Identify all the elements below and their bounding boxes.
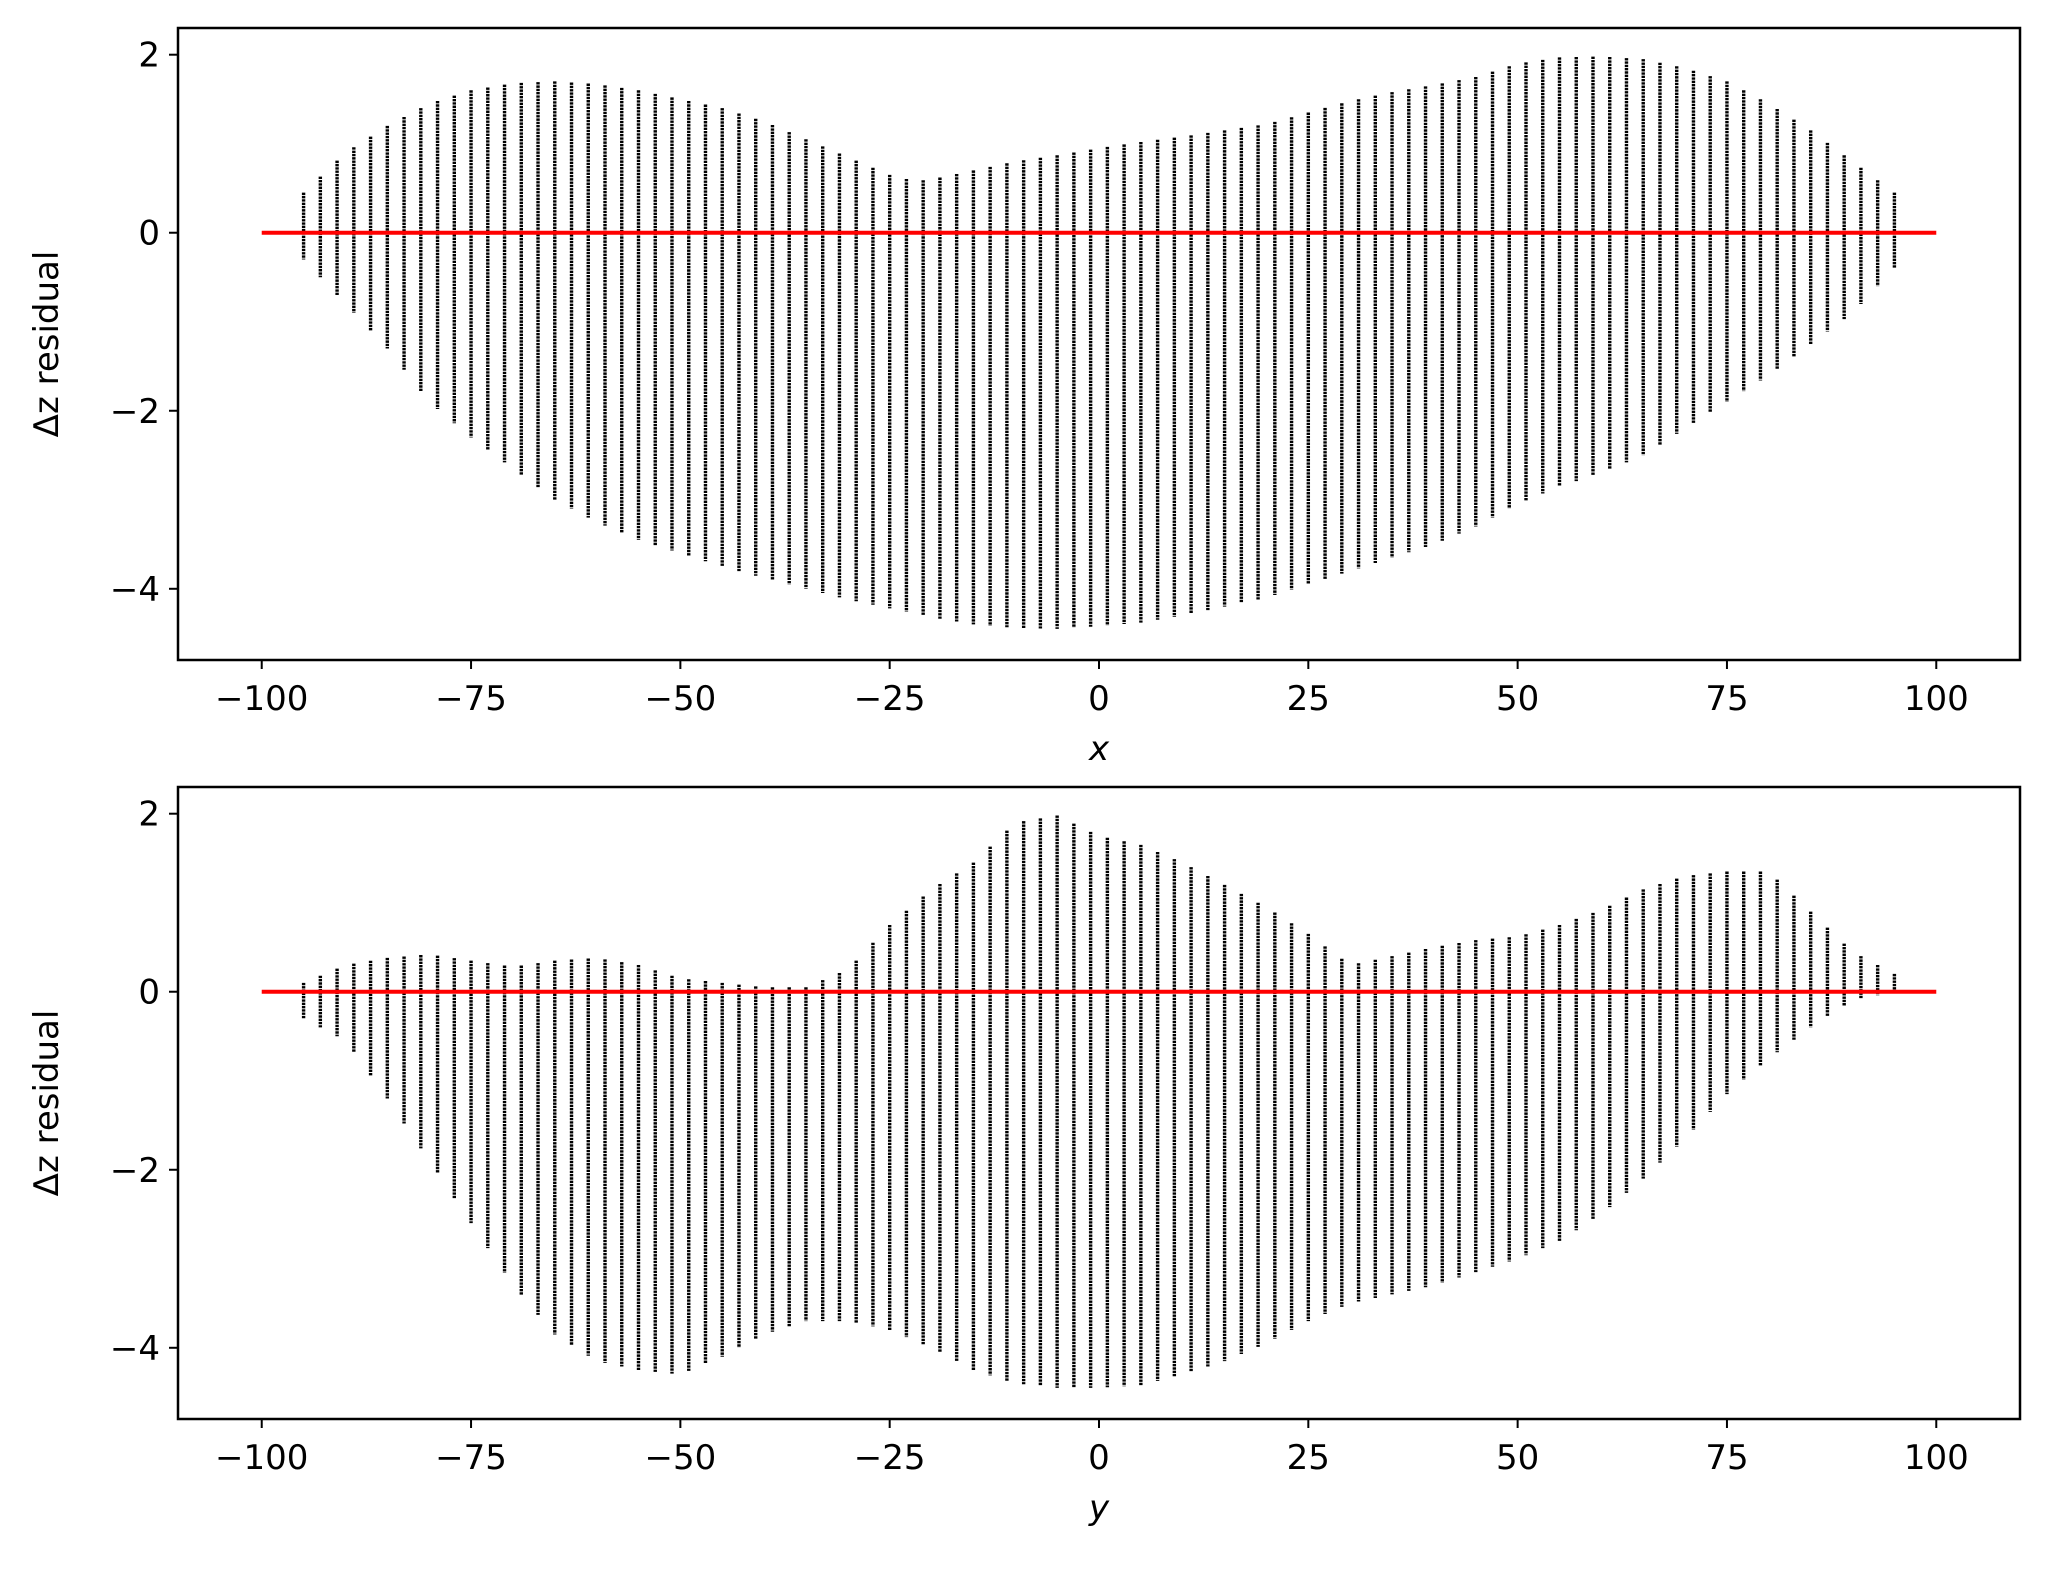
scatter-points — [301, 815, 1897, 1388]
x-tick-label: −100 — [215, 1438, 308, 1478]
x-axis-label: y — [1088, 1488, 1110, 1528]
x-tick-label: −25 — [854, 679, 926, 719]
x-tick-label: 0 — [1088, 1438, 1110, 1478]
x-tick-label: −50 — [644, 679, 716, 719]
top-panel-x-residual: −100 −75 −50 −25 0 25 50 75 100 −4 −2 0 2 x Δz resi… — [27, 26, 2022, 769]
y-tick-label: 0 — [138, 973, 160, 1013]
x-axis-ticks: −100 −75 −50 −25 0 25 50 75 100 — [215, 1419, 1969, 1478]
x-tick-label: 100 — [1904, 1438, 1969, 1478]
y-tick-label: −2 — [110, 1151, 160, 1191]
x-tick-label: −75 — [435, 679, 507, 719]
y-axis-label: Δz residual — [27, 1010, 67, 1197]
bottom-panel-y-residual: −100 −75 −50 −25 0 25 50 75 100 −4 −2 0 2 y Δz resi… — [27, 785, 2022, 1528]
x-tick-label: −50 — [644, 1438, 716, 1478]
x-tick-label: −25 — [854, 1438, 926, 1478]
x-tick-label: 25 — [1287, 679, 1330, 719]
y-tick-label: 2 — [138, 795, 160, 835]
x-tick-label: 0 — [1088, 679, 1110, 719]
scatter-points — [301, 56, 1897, 629]
y-tick-label: 0 — [138, 214, 160, 254]
y-tick-label: 2 — [138, 36, 160, 76]
x-tick-label: 25 — [1287, 1438, 1330, 1478]
x-axis-label: x — [1088, 729, 1110, 769]
y-axis-ticks: −4 −2 0 2 — [110, 36, 178, 610]
x-tick-label: −75 — [435, 1438, 507, 1478]
x-tick-label: 75 — [1705, 679, 1748, 719]
x-tick-label: 50 — [1496, 1438, 1539, 1478]
y-tick-label: −4 — [110, 570, 160, 610]
y-axis-ticks: −4 −2 0 2 — [110, 795, 178, 1369]
y-tick-label: −2 — [110, 392, 160, 432]
x-tick-label: −100 — [215, 679, 308, 719]
x-tick-label: 75 — [1705, 1438, 1748, 1478]
y-tick-label: −4 — [110, 1329, 160, 1369]
x-tick-label: 50 — [1496, 679, 1539, 719]
y-axis-label: Δz residual — [27, 251, 67, 438]
x-tick-label: 100 — [1904, 679, 1969, 719]
x-axis-ticks: −100 −75 −50 −25 0 25 50 75 100 — [215, 660, 1969, 719]
